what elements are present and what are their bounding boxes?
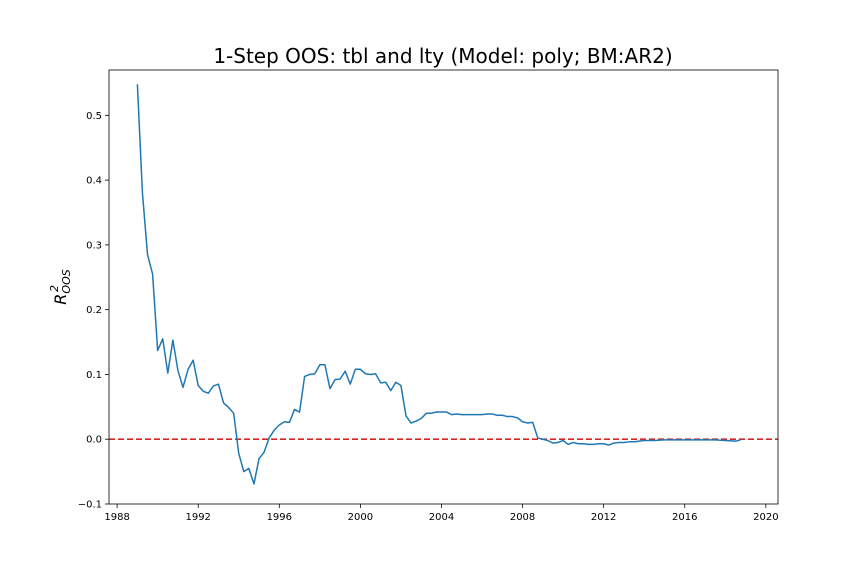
y-tick-label: 0.2 (86, 305, 102, 316)
series-line-0 (136, 84, 741, 485)
y-axis-label-sub: OOS (60, 269, 73, 293)
x-tick-label: 2012 (591, 512, 616, 523)
plot-area (109, 84, 778, 485)
x-tick-label: 2008 (510, 512, 535, 523)
x-tick-label: 1992 (185, 512, 210, 523)
x-tick-label: 2000 (348, 512, 373, 523)
y-tick-label: 0.5 (86, 111, 102, 122)
x-tick-label: 1988 (104, 512, 129, 523)
x-tick-label: 2004 (429, 512, 454, 523)
svg-text:ROOS: ROOS (51, 269, 73, 304)
x-tick-label: 2020 (753, 512, 778, 523)
y-axis-label-sup: 2 (48, 285, 61, 292)
y-axis-label: ROOS 2 (48, 269, 73, 304)
chart-title: 1-Step OOS: tbl and lty (Model: poly; BM… (213, 44, 672, 68)
x-tick-label: 1996 (267, 512, 292, 523)
x-tick-label: 2016 (672, 512, 697, 523)
y-axis-label-main: R (51, 294, 70, 305)
y-tick-label: 0.0 (86, 435, 102, 446)
y-tick-label: 0.3 (86, 240, 102, 251)
axes-frame (108, 69, 779, 505)
y-tick-label: −0.1 (78, 500, 102, 511)
y-tick-label: 0.1 (86, 370, 102, 381)
y-tick-label: 0.4 (86, 176, 102, 187)
axes: 1988 1992 1996 2000 2004 2008 2012 2016 2020 −0.1… (78, 69, 779, 523)
